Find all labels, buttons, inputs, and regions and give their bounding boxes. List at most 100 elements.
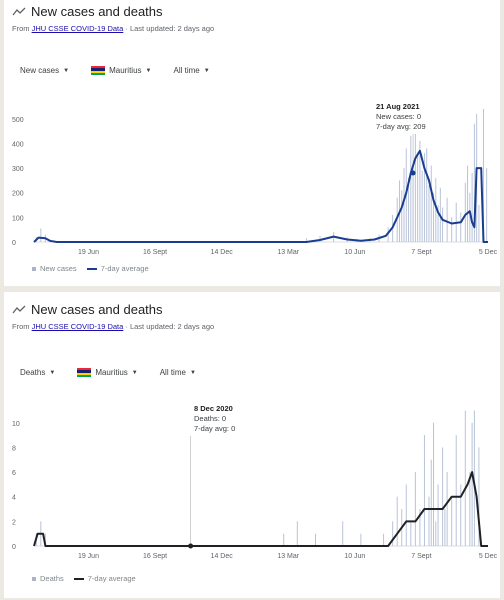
y-tick-label: 6 [12, 470, 16, 477]
bar [451, 496, 453, 546]
tooltip-value: Deaths: 0 [194, 414, 227, 423]
y-tick-label: 10 [12, 421, 20, 428]
last-updated: · Last updated: 2 days ago [123, 322, 215, 331]
bar [478, 447, 480, 546]
bar [401, 190, 403, 242]
chart-legend: New cases 7-day average [32, 264, 149, 273]
bar [283, 533, 285, 546]
bar [446, 472, 448, 546]
bar [467, 165, 469, 242]
chevron-down-icon: ▼ [63, 67, 70, 74]
cases-chart[interactable]: 0 100 200 300 400 500 19 Jun 16 Sept 14 Dec 13 Ma… [4, 92, 500, 260]
bar [410, 521, 412, 546]
average-line [33, 471, 488, 547]
mauritius-flag-icon [91, 66, 106, 75]
panel-title: New cases and deaths [31, 4, 163, 19]
bar [442, 207, 444, 242]
trend-icon [12, 305, 26, 313]
bar [403, 168, 405, 242]
legend-bar-swatch [32, 576, 36, 581]
chart-tooltip: 21 Aug 2021 New cases: 0 7-day avg: 209 [372, 100, 430, 134]
x-tick-label: 14 Dec [211, 553, 234, 560]
source-link[interactable]: JHU CSSE COVID-19 Data [31, 322, 124, 331]
country-value: Mauritius [95, 368, 128, 377]
range-value: All time [159, 368, 186, 377]
bar [460, 212, 462, 242]
panel-header: New cases and deaths [12, 4, 163, 19]
bar [426, 148, 428, 242]
source-line: From JHU CSSE COVID-19 Data · Last updat… [12, 322, 214, 331]
bar [486, 168, 488, 242]
y-tick-label: 200 [12, 191, 24, 198]
bar [319, 235, 321, 242]
metric-dropdown[interactable]: New cases ▼ [20, 66, 69, 75]
bar [360, 533, 362, 546]
x-tick-label: 5 Dec [479, 249, 498, 256]
deaths-chart[interactable]: 0 2 4 6 8 10 19 Jun 16 Sept 14 Dec 13 Mar 10 Jun 7 … [4, 396, 500, 564]
bar [442, 447, 444, 546]
bar [460, 484, 462, 546]
x-tick-label: 5 Dec [479, 553, 498, 560]
chart-tooltip: 8 Dec 2020 Deaths: 0 7-day avg: 0 [190, 402, 240, 436]
x-tick-label: 19 Jun [78, 553, 99, 560]
hover-dot [188, 543, 194, 549]
tooltip-average: 7-day avg: 209 [376, 122, 426, 131]
chart-panel-cases: New cases and deaths From JHU CSSE COVID… [4, 0, 500, 286]
bar [405, 484, 407, 546]
metric-dropdown[interactable]: Deaths ▼ [20, 368, 55, 377]
x-tick-label: 14 Dec [211, 249, 234, 256]
bar [410, 136, 412, 242]
bar [414, 126, 416, 242]
x-tick-label: 10 Jun [344, 249, 365, 256]
metric-value: Deaths [20, 368, 46, 377]
bar [437, 484, 439, 546]
bar [473, 410, 475, 546]
legend-item-bars: Deaths [32, 574, 64, 583]
bar [421, 170, 423, 242]
y-tick-label: 300 [12, 166, 24, 173]
legend-item-line: 7-day average [73, 574, 136, 583]
bar [414, 472, 416, 546]
bar [430, 459, 432, 546]
tooltip-date: 21 Aug 2021 [376, 102, 420, 111]
bar [412, 165, 414, 242]
bar [433, 422, 435, 546]
bar [446, 197, 448, 242]
y-tick-label: 0 [12, 240, 16, 247]
source-line: From JHU CSSE COVID-19 Data · Last updat… [12, 24, 214, 33]
chart-panel-deaths: New cases and deaths From JHU CSSE COVID… [4, 292, 500, 598]
bar [296, 521, 298, 546]
tooltip-date: 8 Dec 2020 [194, 404, 233, 413]
bar [423, 153, 425, 242]
bar [469, 192, 471, 242]
bar [455, 435, 457, 546]
bar [464, 182, 466, 242]
bar [419, 509, 421, 546]
tooltip-value: New cases: 0 [376, 112, 422, 121]
bar [44, 533, 46, 546]
legend-bars-label: New cases [40, 264, 77, 273]
legend-bars-label: Deaths [40, 574, 64, 583]
legend-item-line: 7-day average [86, 264, 149, 273]
range-dropdown[interactable]: All time ▼ [173, 66, 209, 75]
x-tick-label: 19 Jun [78, 249, 99, 256]
y-tick-label: 400 [12, 141, 24, 148]
range-dropdown[interactable]: All time ▼ [160, 368, 196, 377]
bar [428, 496, 430, 546]
chevron-down-icon: ▼ [49, 369, 56, 376]
bar [451, 217, 453, 242]
chevron-down-icon: ▼ [189, 369, 196, 376]
y-tick-label: 4 [12, 495, 16, 502]
legend-line-label: 7-day average [100, 264, 149, 273]
source-link[interactable]: JHU CSSE COVID-19 Data [31, 24, 124, 33]
average-line [33, 149, 488, 243]
bar [435, 177, 437, 242]
country-dropdown[interactable]: Mauritius ▼ [77, 368, 138, 377]
metric-value: New cases [20, 66, 60, 75]
tooltip-average: 7-day avg: 0 [194, 424, 236, 433]
bar [478, 205, 480, 242]
chevron-down-icon: ▼ [145, 67, 152, 74]
panel-title: New cases and deaths [31, 302, 163, 317]
country-dropdown[interactable]: Mauritius ▼ [91, 66, 151, 75]
y-tick-label: 500 [12, 117, 24, 124]
